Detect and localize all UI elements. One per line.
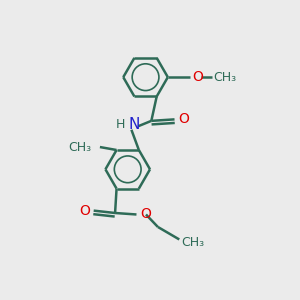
Text: O: O [140, 208, 151, 221]
Text: CH₃: CH₃ [181, 236, 204, 249]
Text: CH₃: CH₃ [213, 71, 236, 84]
Text: O: O [79, 204, 90, 218]
Text: O: O [178, 112, 189, 126]
Text: N: N [129, 117, 140, 132]
Text: O: O [193, 70, 203, 84]
Text: CH₃: CH₃ [68, 140, 91, 154]
Text: H: H [116, 118, 125, 131]
